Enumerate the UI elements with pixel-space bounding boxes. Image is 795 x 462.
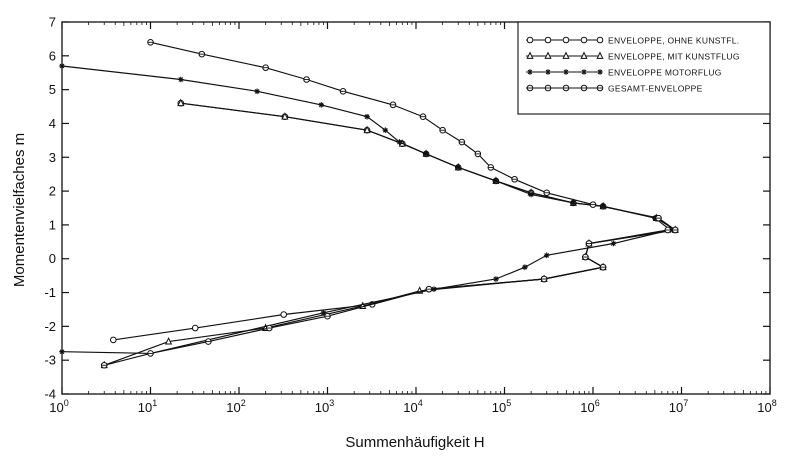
x-axis-title: Summenhäufigkeit H (345, 434, 484, 451)
y-tick-label: 2 (49, 184, 56, 199)
data-point-star (527, 69, 533, 75)
data-point-star (396, 139, 403, 145)
data-point-star (581, 69, 587, 75)
y-tick-label: 6 (49, 48, 56, 63)
legend-entry: ENVELOPPE, OHNE KUNSTFL. (526, 36, 739, 46)
legend-entry: ENVELOPPE MOTORFLUG (526, 68, 722, 78)
x-tick-label: 106 (580, 398, 599, 415)
data-point-star (254, 88, 260, 95)
data-point-star (382, 127, 389, 134)
y-axis-title: Momentenvielfaches m (11, 133, 28, 287)
data-point-triangle (177, 98, 185, 107)
legend-label: ENVELOPPE, OHNE KUNSTFL. (608, 36, 739, 46)
data-point-triangle (544, 51, 552, 59)
x-tick-label: 102 (226, 398, 245, 415)
legend-label: GESAMT-ENVELOPPE (608, 84, 703, 94)
data-point-star (610, 240, 617, 247)
data-point-star (563, 69, 569, 75)
data-point-star (455, 164, 462, 171)
data-point-star (597, 69, 603, 75)
data-point-circle (280, 311, 288, 318)
y-tick-label: 5 (49, 82, 56, 97)
y-tick-label: 7 (49, 15, 56, 30)
y-tick-label: 1 (49, 217, 56, 232)
data-point-star (652, 215, 658, 221)
series-line (104, 102, 677, 366)
data-point-triangle (164, 337, 173, 345)
data-point-circle (562, 36, 570, 44)
y-tick-label: 3 (49, 150, 56, 165)
data-point-circle (544, 36, 552, 44)
series-4 (100, 38, 679, 369)
x-tick-label: 105 (492, 398, 511, 415)
data-point-star (178, 76, 184, 83)
data-point-star (364, 113, 370, 120)
y-tick-label: 4 (49, 116, 56, 131)
series-line (113, 102, 677, 341)
data-point-star (320, 310, 327, 316)
legend-entry: GESAMT-ENVELOPPE (526, 84, 703, 94)
y-tick-label: -3 (44, 353, 56, 368)
data-point-star (493, 276, 499, 282)
x-tick-label: 101 (138, 398, 157, 415)
legend-entry: ENVELOPPE, MIT KUNSTFLUG (526, 51, 740, 62)
data-point-triangle (281, 112, 289, 120)
series-layer (59, 38, 679, 369)
data-point-star (493, 178, 499, 184)
legend-label: ENVELOPPE MOTORFLUG (608, 68, 722, 78)
data-point-circle (110, 336, 117, 344)
data-point-star (545, 69, 551, 75)
y-tick-label: -2 (44, 319, 56, 334)
data-point-circle (191, 324, 199, 332)
series-2 (100, 98, 679, 369)
x-tick-label: 104 (403, 398, 422, 415)
data-point-circle (580, 36, 588, 44)
x-tick-label: 108 (757, 398, 776, 415)
y-tick-label: 0 (49, 251, 56, 266)
legend-box (517, 21, 771, 115)
data-point-triangle (580, 51, 588, 59)
data-point-triangle (596, 51, 604, 59)
y-tick-label: -1 (44, 285, 56, 300)
data-point-circle (526, 36, 534, 44)
data-point-star (318, 102, 325, 108)
legend-label: ENVELOPPE, MIT KUNSTFLUG (608, 52, 740, 62)
x-tick-label: 103 (315, 398, 334, 415)
data-point-circle (596, 36, 604, 44)
data-point-star (59, 348, 65, 355)
chart-legend: ENVELOPPE, OHNE KUNSTFL. ENVELOPPE, MIT K… (517, 21, 771, 115)
data-point-triangle (526, 51, 534, 59)
x-tick-label: 107 (669, 398, 688, 415)
y-tick-label: -4 (44, 387, 56, 402)
data-point-triangle (562, 51, 570, 59)
axes-layer: 100 101 102 103 104 105 106 107 108 -4 -3 -2 -1 0 1 2 3 4… (44, 15, 776, 416)
data-point-star (522, 264, 528, 270)
data-point-star (423, 151, 429, 157)
series-1 (110, 99, 679, 344)
data-point-triangle (363, 125, 371, 134)
data-point-star (570, 200, 577, 206)
x-tick-label: 100 (49, 398, 68, 415)
data-point-star (59, 63, 65, 69)
data-point-star (528, 191, 534, 198)
data-point-star (543, 252, 550, 259)
